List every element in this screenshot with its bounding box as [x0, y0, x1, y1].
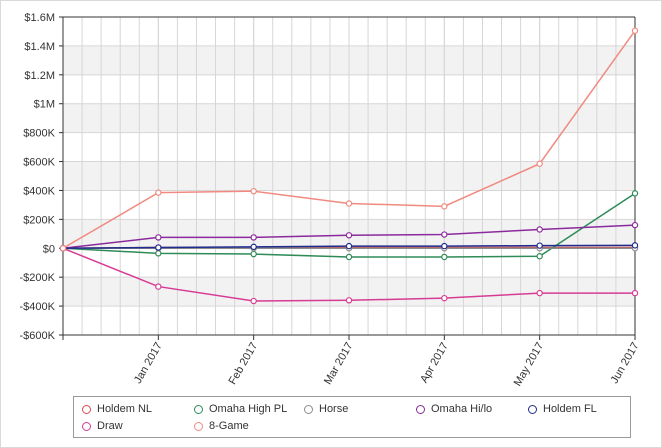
y-tick-label: $400K	[23, 185, 55, 197]
legend-marker	[528, 404, 537, 414]
legend-item-horse[interactable]: Horse	[304, 403, 348, 415]
data-point[interactable]	[536, 289, 543, 297]
grid-lines	[62, 16, 636, 336]
x-tick-label: Apr 2017	[418, 341, 451, 386]
x-tick-label: Mar 2017	[322, 341, 356, 387]
data-point[interactable]	[536, 226, 543, 233]
y-tick-label: -$600K	[20, 330, 56, 342]
legend-label: Omaha Hi/lo	[431, 403, 493, 415]
data-point[interactable]	[631, 190, 639, 197]
legend-item-omaha-hilo[interactable]: Omaha Hi/lo	[416, 403, 492, 415]
data-point[interactable]	[250, 243, 257, 251]
series-omaha-high-pl	[59, 190, 639, 261]
data-point[interactable]	[631, 221, 639, 229]
legend-item-8-game[interactable]: 8-Game	[194, 420, 249, 432]
y-tick-label: $1.4M	[24, 41, 55, 53]
x-tick-label: May 2017	[512, 341, 547, 389]
data-point[interactable]	[536, 253, 543, 260]
y-tick-label: -$400K	[20, 301, 56, 313]
y-tick-label: $600K	[23, 157, 55, 169]
y-tick-label: $1M	[34, 99, 55, 111]
legend-label: Holdem NL	[97, 403, 153, 415]
legend-label: 8-Game	[209, 420, 249, 432]
data-point[interactable]	[631, 27, 639, 34]
series-8-game	[59, 27, 639, 252]
legend-marker	[194, 421, 203, 431]
data-point[interactable]	[345, 242, 353, 250]
legend-item-holdem-fl[interactable]: Holdem FL	[528, 403, 597, 415]
data-point[interactable]	[345, 253, 353, 261]
data-point[interactable]	[155, 189, 162, 196]
legend-label: Omaha High PL	[209, 403, 288, 415]
legend-marker	[82, 404, 91, 414]
x-tick-label: Jun 2017	[609, 341, 642, 386]
x-axis-ticks: Jan 2017 Feb 2017 Mar 2017 Apr 2017 May 2017…	[62, 335, 642, 389]
data-point[interactable]	[441, 203, 448, 210]
y-tick-label: $0	[43, 243, 55, 255]
data-point[interactable]	[345, 297, 353, 304]
legend-label: Horse	[319, 403, 349, 415]
data-point[interactable]	[441, 231, 448, 238]
legend-item-omaha-high-pl[interactable]: Omaha High PL	[194, 403, 287, 415]
data-point[interactable]	[631, 289, 639, 297]
series-layer	[59, 27, 639, 305]
data-point[interactable]	[250, 297, 257, 305]
line-chart: $1.6M $1.4M $1.2M $1M $800K $600K $400K $200K $0…	[20, 12, 642, 389]
x-tick-label: Feb 2017	[227, 341, 261, 387]
data-point[interactable]	[536, 242, 543, 249]
legend-marker	[82, 421, 91, 431]
data-point[interactable]	[345, 200, 353, 207]
series-holdem-fl	[59, 242, 639, 252]
data-point[interactable]	[250, 187, 257, 195]
legend-label: Draw	[97, 420, 123, 432]
data-point[interactable]	[250, 234, 257, 241]
x-tick-label: Jan 2017	[132, 341, 165, 386]
y-tick-label: $200K	[23, 214, 55, 226]
legend-label: Holdem FL	[543, 403, 597, 415]
data-point[interactable]	[155, 244, 162, 251]
legend-marker	[416, 404, 425, 414]
legend-marker	[194, 404, 203, 414]
data-point[interactable]	[250, 250, 257, 258]
y-tick-label: -$200K	[20, 272, 56, 284]
legend-item-draw[interactable]: Draw	[82, 420, 123, 432]
y-tick-label: $1.6M	[24, 12, 55, 24]
data-point[interactable]	[155, 234, 162, 241]
data-point[interactable]	[536, 160, 543, 167]
data-point[interactable]	[631, 242, 639, 249]
series-omaha-hi-lo	[59, 221, 639, 252]
y-axis-ticks: $1.6M $1.4M $1.2M $1M $800K $600K $400K $200K $0…	[20, 12, 63, 342]
y-tick-label: $1.2M	[24, 70, 55, 82]
legend: Holdem NL Omaha High PL Horse Omaha Hi/l…	[73, 396, 631, 438]
data-point[interactable]	[441, 253, 448, 261]
data-point[interactable]	[155, 250, 162, 257]
legend-marker	[304, 404, 313, 414]
data-point[interactable]	[345, 232, 353, 239]
legend-item-holdem-nl[interactable]: Holdem NL	[82, 403, 152, 415]
y-tick-label: $800K	[23, 128, 55, 140]
data-point[interactable]	[441, 242, 448, 250]
data-point[interactable]	[155, 283, 162, 290]
data-point[interactable]	[441, 294, 448, 302]
series-draw	[59, 245, 639, 305]
data-point[interactable]	[59, 245, 67, 252]
